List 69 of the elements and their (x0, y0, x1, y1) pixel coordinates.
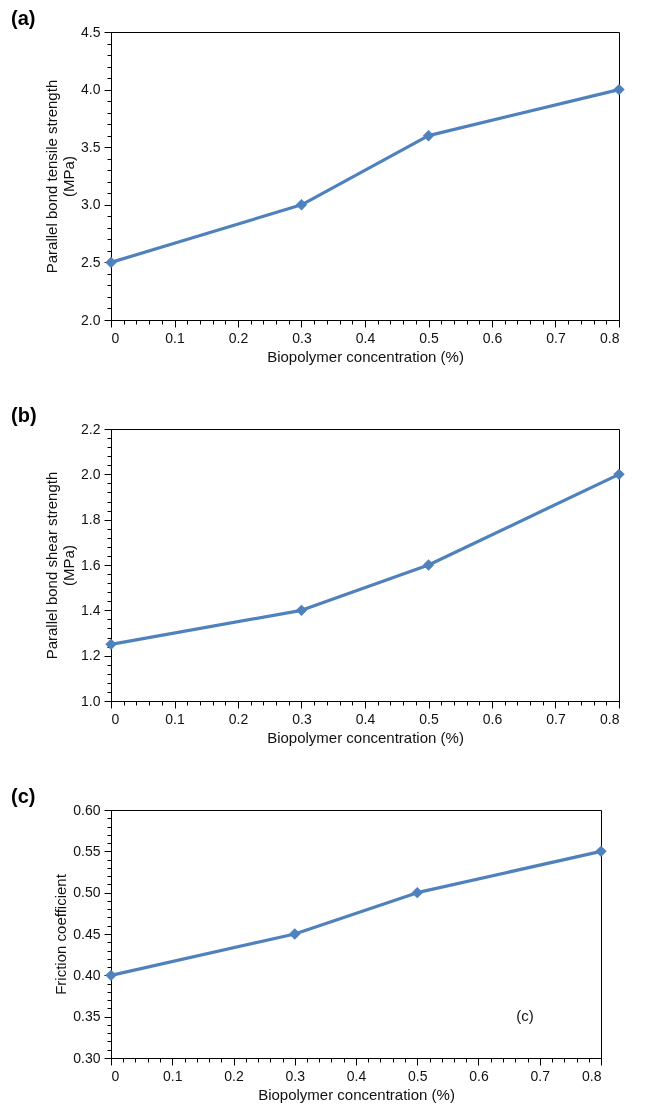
x-tick-label: 0.4 (355, 329, 376, 346)
x-tick-label: 0.5 (408, 1067, 428, 1084)
x-tick-label: 0 (111, 710, 120, 727)
point (422, 129, 435, 142)
x-tick-label: 0.7 (530, 1067, 551, 1084)
y-tick-label: 0.60 (73, 801, 101, 818)
point (295, 604, 308, 617)
y-axis-title: Parallel bond shear strength (MPa) (43, 471, 78, 660)
point (105, 969, 117, 982)
point (289, 928, 301, 940)
x-tick-label: 0 (111, 329, 120, 346)
chart-title: (c) (11, 785, 36, 807)
y-tick-label: 1.0 (81, 692, 101, 709)
y-tick-label: 1.8 (81, 511, 101, 528)
y-tick-label: 4.5 (81, 23, 101, 40)
y-tick-label: 2.2 (81, 420, 101, 437)
y-tick-label: 0.30 (73, 1049, 101, 1066)
y-tick-label: 2.0 (81, 311, 101, 328)
y-tick-label: 1.6 (81, 556, 101, 573)
y-tick-label: 1.2 (81, 647, 101, 664)
y-tick-label: 0.35 (73, 1008, 101, 1025)
x-tick-label: 0.6 (469, 1067, 489, 1084)
x-tick-label: 0.2 (228, 329, 249, 346)
y-tick-label: 3.5 (81, 138, 101, 155)
point (295, 199, 308, 211)
x-tick-label: 0.5 (419, 710, 439, 727)
point (411, 886, 423, 899)
x-tick-label: 0.1 (165, 710, 185, 727)
x-tick-label: 0 (111, 1067, 120, 1084)
x-tick-label: 0.8 (582, 1067, 602, 1084)
y-tick-label: 2.0 (81, 465, 101, 482)
point (613, 468, 625, 481)
y-tick-label: 0.55 (73, 842, 101, 859)
point (595, 845, 607, 858)
y-tick-label: 0.40 (73, 966, 101, 983)
point (422, 559, 435, 571)
x-tick-label: 0.3 (292, 329, 312, 346)
x-tick-label: 0.6 (482, 710, 503, 727)
x-tick-label: 0.4 (355, 710, 376, 727)
x-tick-label: 0.5 (419, 329, 439, 346)
y-tick-label: 0.50 (73, 884, 101, 901)
y-axis-title: Parallel bond tensile strength (MPa) (43, 79, 78, 274)
chart-title: (b) (11, 404, 37, 426)
point (613, 83, 625, 96)
x-tick-label: 0.1 (165, 329, 185, 346)
x-tick-label: 0.8 (600, 710, 620, 727)
y-tick-label: 2.5 (81, 253, 101, 270)
y-tick-label: 4.0 (81, 81, 101, 98)
x-tick-label: 0.3 (292, 710, 312, 727)
x-tick-label: 0.6 (482, 329, 503, 346)
x-tick-label: 0.2 (228, 710, 249, 727)
chart-title: (a) (11, 7, 36, 29)
x-tick-label: 0.4 (346, 1067, 367, 1084)
x-axis-title: Biopolymer concentration (%) (258, 1085, 455, 1103)
x-tick-label: 0.7 (546, 710, 566, 727)
x-axis-title: Biopolymer concentration (%) (267, 347, 464, 365)
point (105, 638, 117, 651)
x-axis-title: Biopolymer concentration (%) (267, 728, 464, 746)
point (105, 256, 117, 269)
x-tick-label: 0.7 (546, 329, 566, 346)
y-tick-label: 1.4 (81, 601, 101, 618)
y-tick-label: 0.45 (73, 925, 101, 942)
y-axis-title: Friction coefficient (52, 873, 70, 995)
annotation: (c) (516, 1006, 534, 1024)
y-tick-label: 3.0 (81, 196, 101, 213)
x-tick-label: 0.8 (600, 329, 620, 346)
x-tick-label: 0.1 (163, 1067, 183, 1084)
x-tick-label: 0.2 (224, 1067, 244, 1084)
x-tick-label: 0.3 (285, 1067, 306, 1084)
